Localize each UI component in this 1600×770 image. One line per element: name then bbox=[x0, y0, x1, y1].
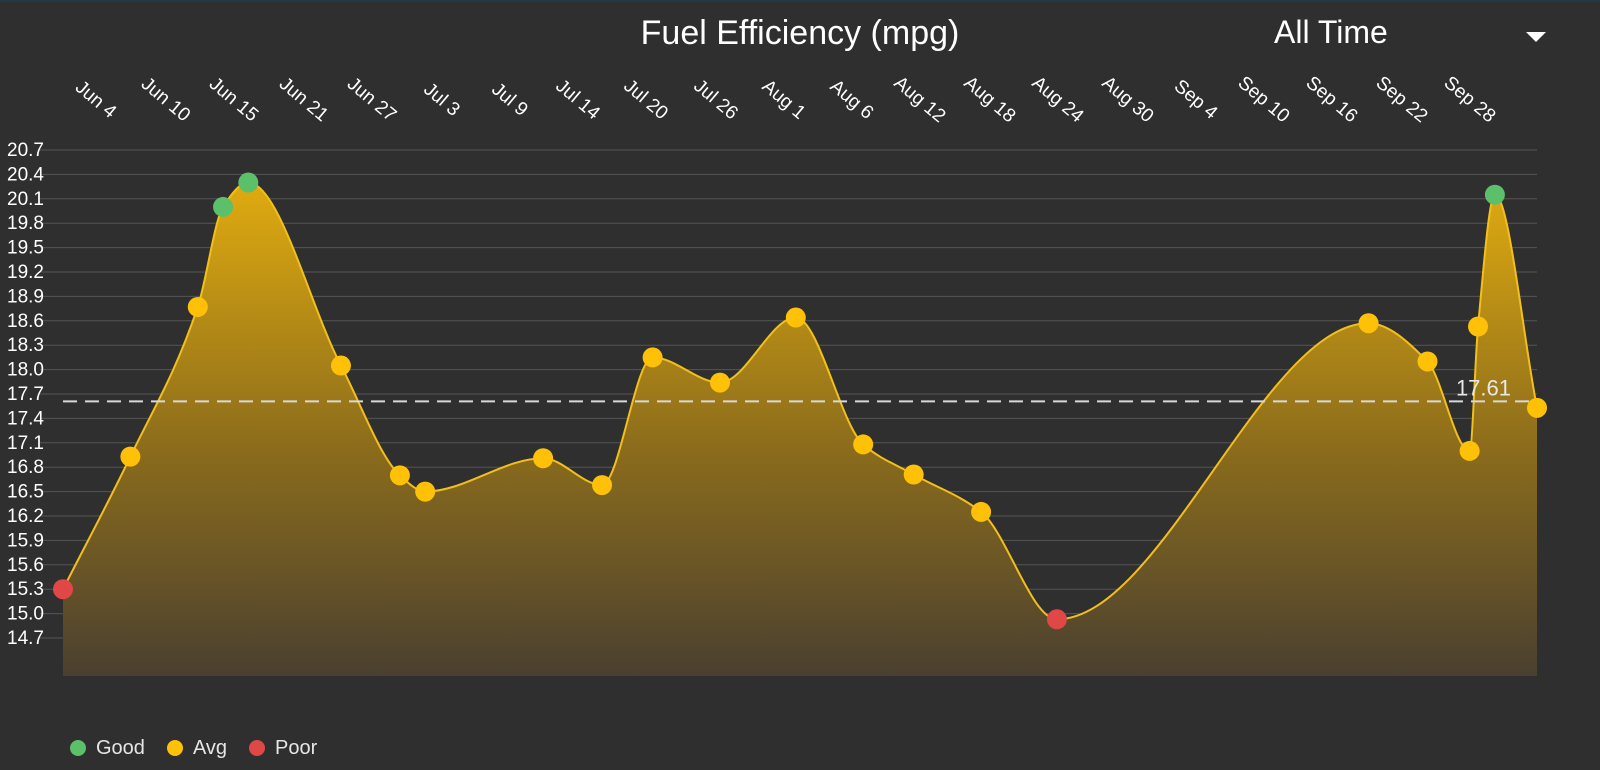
x-tick-label: Jul 14 bbox=[551, 75, 604, 124]
data-point bbox=[709, 372, 730, 393]
x-tick-label: Jun 4 bbox=[71, 77, 120, 123]
data-point bbox=[53, 579, 73, 600]
y-tick-label: 14.7 bbox=[7, 628, 44, 649]
data-point bbox=[238, 172, 259, 193]
y-tick-label: 17.7 bbox=[7, 384, 44, 405]
x-tick-label: Sep 28 bbox=[1440, 72, 1500, 127]
y-tick-label: 17.4 bbox=[7, 408, 44, 429]
y-tick-label: 16.5 bbox=[7, 482, 44, 503]
window-top-edge bbox=[0, 0, 1600, 2]
y-tick-label: 19.2 bbox=[7, 262, 44, 283]
y-tick-label: 20.4 bbox=[7, 164, 44, 185]
chart-title-text: Fuel Efficiency (mpg) bbox=[640, 14, 960, 52]
data-point bbox=[785, 307, 806, 328]
data-point bbox=[1358, 313, 1379, 334]
y-tick-label: 18.9 bbox=[7, 286, 44, 307]
y-tick-label: 18.6 bbox=[7, 311, 44, 332]
x-tick-label: Jun 15 bbox=[205, 73, 262, 126]
x-tick-label: Aug 24 bbox=[1028, 72, 1088, 127]
y-tick-label: 19.8 bbox=[7, 213, 44, 234]
x-tick-label: Sep 16 bbox=[1302, 72, 1362, 127]
data-point bbox=[187, 296, 208, 317]
x-tick-label: Aug 18 bbox=[960, 72, 1020, 127]
x-tick-label: Sep 10 bbox=[1234, 72, 1294, 127]
legend-item-poor: Poor bbox=[249, 737, 317, 760]
time-range-selected: All Time bbox=[1274, 14, 1388, 50]
legend-item-avg: Avg bbox=[166, 736, 228, 760]
data-point bbox=[1484, 184, 1505, 205]
data-point bbox=[642, 347, 663, 368]
legend-avg-dot bbox=[166, 740, 183, 756]
data-point bbox=[1417, 351, 1438, 372]
x-tick-label: Aug 6 bbox=[826, 76, 878, 124]
legend-good-label: Good bbox=[96, 736, 145, 759]
data-point bbox=[1527, 397, 1547, 418]
y-tick-label: 16.8 bbox=[7, 457, 44, 478]
data-point bbox=[1468, 316, 1489, 337]
data-point bbox=[213, 196, 234, 217]
y-tick-label: 15.6 bbox=[7, 555, 44, 576]
y-tick-label: 15.3 bbox=[7, 579, 44, 600]
x-tick-label: Jul 3 bbox=[419, 79, 463, 121]
data-point bbox=[1046, 609, 1067, 630]
time-range-dropdown[interactable]: All Time bbox=[1262, 10, 1562, 56]
y-tick-label: 15.0 bbox=[7, 604, 44, 625]
x-tick-label: Sep 4 bbox=[1170, 76, 1222, 124]
data-point bbox=[592, 475, 613, 496]
data-point bbox=[971, 501, 992, 522]
data-point bbox=[533, 448, 554, 469]
x-tick-label: Jul 9 bbox=[487, 79, 531, 121]
data-point bbox=[853, 434, 874, 455]
y-tick-label: 19.5 bbox=[7, 238, 44, 259]
x-tick-label: Jun 27 bbox=[343, 73, 400, 126]
legend-poor-dot bbox=[249, 740, 266, 756]
data-point bbox=[903, 464, 924, 485]
x-tick-label: Jun 21 bbox=[275, 73, 332, 126]
data-point bbox=[330, 355, 351, 376]
data-point bbox=[389, 465, 410, 486]
data-point bbox=[1459, 440, 1480, 461]
y-tick-label: 15.9 bbox=[7, 530, 44, 551]
y-tick-label: 18.0 bbox=[7, 360, 44, 381]
x-tick-label: Jul 26 bbox=[689, 75, 741, 124]
legend-avg-label: Avg bbox=[192, 736, 228, 759]
efficiency-area bbox=[63, 182, 1537, 677]
chart-legend: Good Avg Poor bbox=[70, 736, 339, 760]
y-tick-label: 20.1 bbox=[7, 189, 44, 210]
y-tick-label: 17.1 bbox=[7, 433, 44, 454]
y-tick-label: 18.3 bbox=[7, 335, 44, 356]
dropdown-arrow-icon bbox=[1526, 32, 1546, 42]
legend-item-good: Good bbox=[70, 737, 145, 760]
data-point bbox=[415, 481, 436, 502]
x-tick-label: Sep 22 bbox=[1372, 72, 1432, 127]
x-tick-label: Aug 1 bbox=[758, 76, 810, 124]
data-point bbox=[120, 446, 141, 467]
x-tick-label: Jun 10 bbox=[137, 73, 194, 126]
y-tick-label: 20.7 bbox=[7, 140, 44, 161]
x-tick-label: Jul 20 bbox=[619, 75, 671, 124]
average-label: 17.61 bbox=[1456, 375, 1511, 400]
y-tick-label: 16.2 bbox=[7, 506, 44, 527]
x-tick-label: Aug 30 bbox=[1098, 72, 1158, 127]
chart-title: Fuel Efficiency (mpg) bbox=[0, 14, 1600, 53]
legend-poor-label: Poor bbox=[275, 736, 318, 759]
x-tick-label: Aug 12 bbox=[890, 72, 950, 127]
legend-good-dot bbox=[70, 740, 86, 756]
